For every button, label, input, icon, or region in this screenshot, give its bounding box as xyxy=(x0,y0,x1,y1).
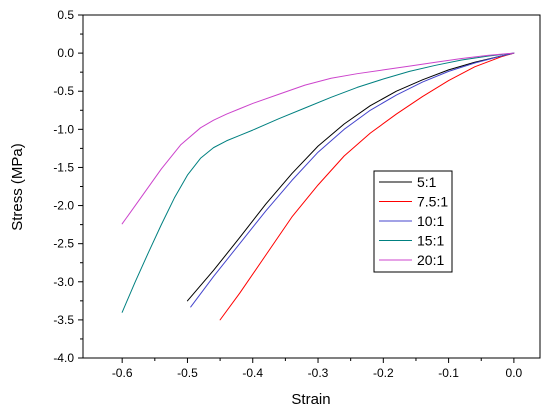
x-tick-label: -0.2 xyxy=(373,366,394,380)
series-line-2 xyxy=(219,52,515,321)
series-line-3 xyxy=(190,52,515,308)
x-tick-label: -0.3 xyxy=(308,366,329,380)
legend-label: 10:1 xyxy=(417,213,444,229)
x-tick-label: -0.4 xyxy=(242,366,263,380)
legend-label: 5:1 xyxy=(417,174,437,190)
y-tick-label: -1.5 xyxy=(53,160,74,174)
y-tick-label: -4.0 xyxy=(53,351,74,365)
x-tick-label: -0.5 xyxy=(177,366,198,380)
y-tick-label: -1.0 xyxy=(53,122,74,136)
legend-label: 7.5:1 xyxy=(417,194,448,210)
y-tick-label: -3.5 xyxy=(53,313,74,327)
y-tick-label: 0.0 xyxy=(57,46,74,60)
x-axis-title: Strain xyxy=(291,391,330,408)
x-tick-label: -0.6 xyxy=(112,366,133,380)
series-layer xyxy=(121,52,515,321)
y-tick-label: -0.5 xyxy=(53,84,74,98)
x-axis: -0.6 -0.5 -0.4 -0.3 -0.2 -0.1 0.0 xyxy=(112,358,523,380)
legend-label: 20:1 xyxy=(417,252,444,268)
y-tick-label: -2.0 xyxy=(53,199,74,213)
y-tick-label: -3.0 xyxy=(53,275,74,289)
series-line-4 xyxy=(121,52,515,313)
legend: 5:1 7.5:1 10:1 15:1 20:1 xyxy=(373,170,453,273)
x-tick-label: 0.0 xyxy=(506,366,523,380)
legend-label: 15:1 xyxy=(417,233,444,249)
plot-frame xyxy=(82,14,541,359)
series-line-1 xyxy=(186,52,515,302)
y-tick-label: -2.5 xyxy=(53,237,74,251)
x-tick-label: -0.1 xyxy=(438,366,459,380)
y-axis-title: Stress (MPa) xyxy=(9,143,26,231)
y-axis: 0.5 0.0 -0.5 -1.0 -1.5 -2.0 -2.5 -3.0 -3.5 -4.0 xyxy=(53,8,83,365)
series-line-5 xyxy=(121,52,515,225)
y-tick-label: 0.5 xyxy=(57,8,74,22)
